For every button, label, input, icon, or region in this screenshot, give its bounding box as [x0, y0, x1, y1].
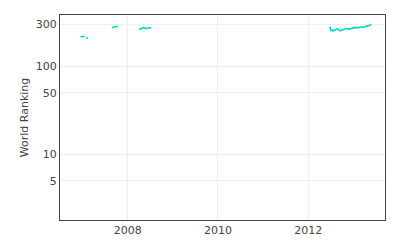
svg-text:10: 10 — [43, 148, 57, 161]
svg-text:300: 300 — [36, 18, 57, 31]
svg-text:5: 5 — [50, 175, 57, 188]
svg-text:2012: 2012 — [294, 224, 322, 237]
svg-text:50: 50 — [43, 87, 57, 100]
svg-text:2010: 2010 — [204, 224, 232, 237]
svg-text:2008: 2008 — [114, 224, 142, 237]
svg-text:100: 100 — [36, 60, 57, 73]
svg-text:World Ranking: World Ranking — [18, 78, 31, 158]
